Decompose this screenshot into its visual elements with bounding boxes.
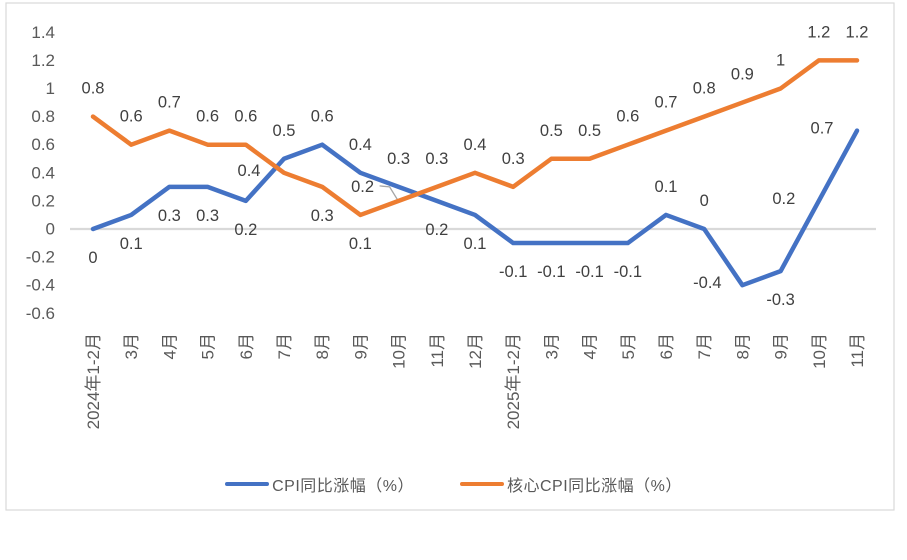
x-axis-category-label: 6月 — [657, 333, 676, 359]
y-axis-tick-label: 0.2 — [31, 191, 55, 210]
y-axis-tick-label: -0.2 — [26, 248, 55, 267]
data-label: 0.8 — [693, 80, 716, 98]
data-label: 0.3 — [387, 150, 410, 168]
data-label: 0.7 — [158, 94, 181, 112]
x-axis-category-label: 8月 — [313, 333, 332, 359]
data-label: 0.7 — [811, 120, 834, 138]
data-label: 0.3 — [196, 207, 219, 225]
core-cpi-series-line — [90, 58, 860, 218]
data-label: 0.1 — [349, 235, 372, 253]
y-axis-tick-label: -0.4 — [26, 276, 55, 295]
x-axis-category-label: 3月 — [122, 333, 141, 359]
data-label: 0.6 — [234, 108, 257, 126]
legend-line-swatch-cpi — [225, 482, 270, 486]
x-axis-category-label: 11月 — [848, 333, 867, 368]
data-label: 0.3 — [502, 150, 525, 168]
x-axis-category-label: 4月 — [581, 333, 600, 359]
data-label: 0.1 — [120, 235, 143, 253]
x-axis-category-label: 9月 — [351, 333, 370, 359]
data-label: -0.1 — [537, 263, 565, 281]
data-label: 1.2 — [807, 23, 830, 41]
x-axis-category-label: 3月 — [542, 333, 561, 359]
x-axis-category-label: 10月 — [810, 333, 829, 369]
data-label: 0.6 — [196, 108, 219, 126]
data-label: 0.6 — [120, 108, 143, 126]
x-axis-category-label: 5月 — [619, 333, 638, 359]
data-label: 0.5 — [578, 122, 601, 140]
legend-line-swatch-core-cpi — [460, 482, 504, 486]
x-axis-category-label: 8月 — [733, 333, 752, 359]
data-label: -0.3 — [766, 291, 794, 309]
y-axis-tick-label: 0.6 — [31, 135, 55, 154]
data-label: 0.3 — [311, 207, 334, 225]
data-label: 0.6 — [311, 108, 334, 126]
data-label: 0.4 — [349, 136, 372, 154]
data-label: 0.2 — [351, 178, 374, 196]
data-label: 0.3 — [158, 207, 181, 225]
y-axis-tick-label: 0.4 — [31, 163, 55, 182]
data-label: 0.2 — [234, 221, 257, 239]
data-label: 0.2 — [772, 190, 795, 208]
legend-item-core-cpi[interactable]: 核心CPI同比涨幅（%） — [460, 472, 682, 496]
cpi-series-line — [90, 128, 860, 288]
data-label: -0.4 — [693, 274, 721, 292]
x-axis-category-label: 12月 — [466, 333, 485, 369]
data-label: 0 — [700, 192, 709, 210]
label-leader-line — [379, 185, 399, 201]
legend-label-cpi: CPI同比涨幅（%） — [272, 478, 414, 495]
data-label: 0.4 — [238, 162, 261, 180]
x-axis-category-label: 11月 — [428, 333, 447, 368]
y-axis-tick-label: 1.2 — [31, 51, 55, 70]
y-axis-tick-label: 1.4 — [31, 23, 55, 42]
data-label: -0.1 — [499, 263, 527, 281]
data-label: 0.6 — [616, 108, 639, 126]
legend-label-core-cpi: 核心CPI同比涨幅（%） — [507, 478, 682, 495]
y-axis-tick-label: 1 — [46, 79, 55, 98]
x-axis-category-label: 2025年1-2月 — [504, 333, 523, 429]
x-axis-category-label: 2024年1-2月 — [84, 333, 103, 429]
data-label: 1 — [776, 52, 785, 70]
x-axis-category-label: 5月 — [199, 333, 218, 359]
x-axis-category-label: 7月 — [695, 333, 714, 359]
legend-item-cpi[interactable]: CPI同比涨幅（%） — [225, 472, 414, 496]
data-label: -0.1 — [614, 263, 642, 281]
chart-legend: CPI同比涨幅（%） 核心CPI同比涨幅（%） — [0, 472, 907, 496]
x-axis-category-label: 6月 — [237, 333, 256, 359]
x-axis-category-label: 4月 — [160, 333, 179, 359]
data-label: 0.5 — [273, 122, 296, 140]
data-label: 0.9 — [731, 66, 754, 84]
y-axis-tick-label: 0 — [46, 220, 55, 239]
data-label: 0.2 — [425, 221, 448, 239]
data-label: 0.7 — [655, 94, 678, 112]
data-label: 0.4 — [464, 136, 487, 154]
x-axis-category-label: 10月 — [390, 333, 409, 369]
data-label: 1.2 — [846, 23, 869, 41]
data-label: 0.5 — [540, 122, 563, 140]
data-label: 0 — [88, 249, 97, 267]
data-label: 0.8 — [82, 80, 105, 98]
data-label: 0.1 — [655, 178, 678, 196]
data-label: -0.1 — [575, 263, 603, 281]
y-axis-tick-label: 0.8 — [31, 107, 55, 126]
data-label: 0.1 — [464, 235, 487, 253]
chart-border — [5, 2, 895, 511]
x-axis-category-label: 7月 — [275, 333, 294, 359]
data-label: 0.3 — [425, 150, 448, 168]
x-axis-category-label: 9月 — [772, 333, 791, 359]
y-axis-tick-label: -0.6 — [26, 304, 55, 323]
